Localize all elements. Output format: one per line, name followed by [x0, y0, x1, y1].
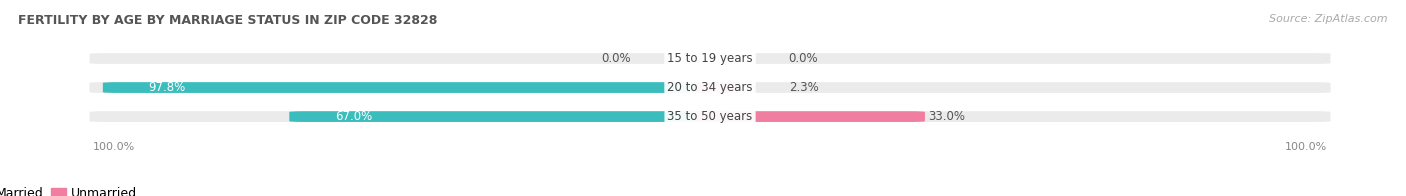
Legend: Married, Unmarried: Married, Unmarried — [0, 182, 142, 196]
Text: 0.0%: 0.0% — [789, 52, 818, 65]
FancyBboxPatch shape — [695, 111, 925, 122]
Text: 35 to 50 years: 35 to 50 years — [668, 110, 752, 123]
Text: 33.0%: 33.0% — [928, 110, 965, 123]
FancyBboxPatch shape — [695, 82, 740, 93]
Text: 67.0%: 67.0% — [335, 110, 373, 123]
FancyBboxPatch shape — [103, 82, 725, 93]
Text: Source: ZipAtlas.com: Source: ZipAtlas.com — [1270, 14, 1388, 24]
Text: 0.0%: 0.0% — [602, 52, 631, 65]
Text: 100.0%: 100.0% — [93, 142, 135, 152]
FancyBboxPatch shape — [90, 111, 1330, 122]
Text: FERTILITY BY AGE BY MARRIAGE STATUS IN ZIP CODE 32828: FERTILITY BY AGE BY MARRIAGE STATUS IN Z… — [18, 14, 437, 27]
FancyBboxPatch shape — [90, 82, 1330, 93]
Text: 97.8%: 97.8% — [148, 81, 186, 94]
Text: 20 to 34 years: 20 to 34 years — [668, 81, 752, 94]
Text: 15 to 19 years: 15 to 19 years — [668, 52, 752, 65]
FancyBboxPatch shape — [290, 111, 725, 122]
FancyBboxPatch shape — [90, 53, 1330, 64]
Text: 2.3%: 2.3% — [789, 81, 818, 94]
Text: 100.0%: 100.0% — [1285, 142, 1327, 152]
